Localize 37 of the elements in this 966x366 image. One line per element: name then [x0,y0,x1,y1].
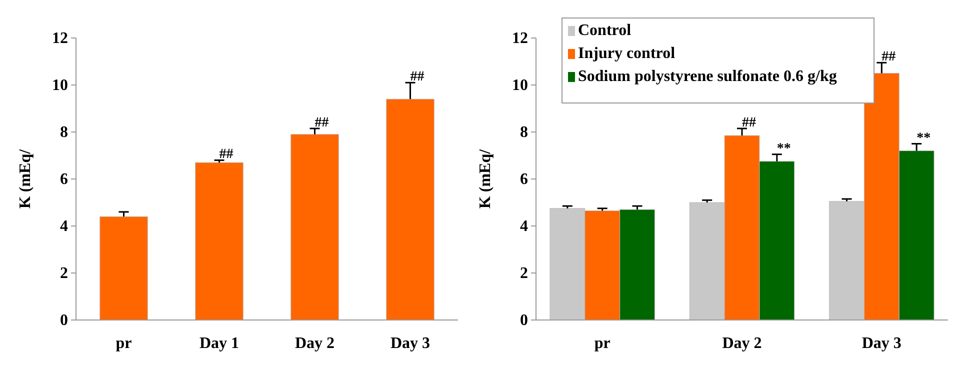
y-axis-title: K (mEq/ [477,148,494,209]
x-tick-label: Day 1 [199,335,240,352]
legend-label: Injury control [578,45,676,62]
annotation: ## [314,115,329,130]
legend-label: Sodium polystyrene sulfonate 0.6 g/kg [578,68,837,85]
text: ** [916,130,931,146]
bar [100,216,148,320]
y-tick-label: 10 [52,77,68,94]
y-axis-title: K (mEq/ [17,148,34,209]
x-tick-label: Day 3 [390,335,430,352]
y-tick-label: 2 [520,265,528,282]
y-tick-label: 12 [52,30,68,47]
y-tick-label: 8 [60,124,68,141]
y-tick-label: 4 [520,218,528,235]
x-tick-label: Day 2 [722,335,762,352]
y-tick-label: 10 [512,77,528,94]
y-tick-label: 0 [60,312,68,329]
annotation: ## [742,115,756,130]
x-tick-label: pr [116,335,132,352]
legend-label: Control [578,22,632,39]
annotation: ## [882,50,896,65]
y-tick-label: 6 [60,171,68,188]
y-tick-label: 0 [520,312,528,329]
bar [290,134,339,320]
y-tick-label: 2 [60,265,68,282]
x-tick-label: Day 3 [862,335,902,352]
annotation: ## [219,147,234,162]
x-tick-label: Day 2 [294,335,335,352]
annotation: ## [410,70,424,85]
bar [195,162,244,320]
y-tick-label: 6 [520,171,528,188]
y-tick-label: 12 [512,30,528,47]
x-tick-label: pr [594,335,610,352]
annotation: ** [776,141,791,156]
y-tick-label: 4 [60,218,68,235]
y-tick-label: 8 [520,124,528,141]
bar [386,98,434,320]
